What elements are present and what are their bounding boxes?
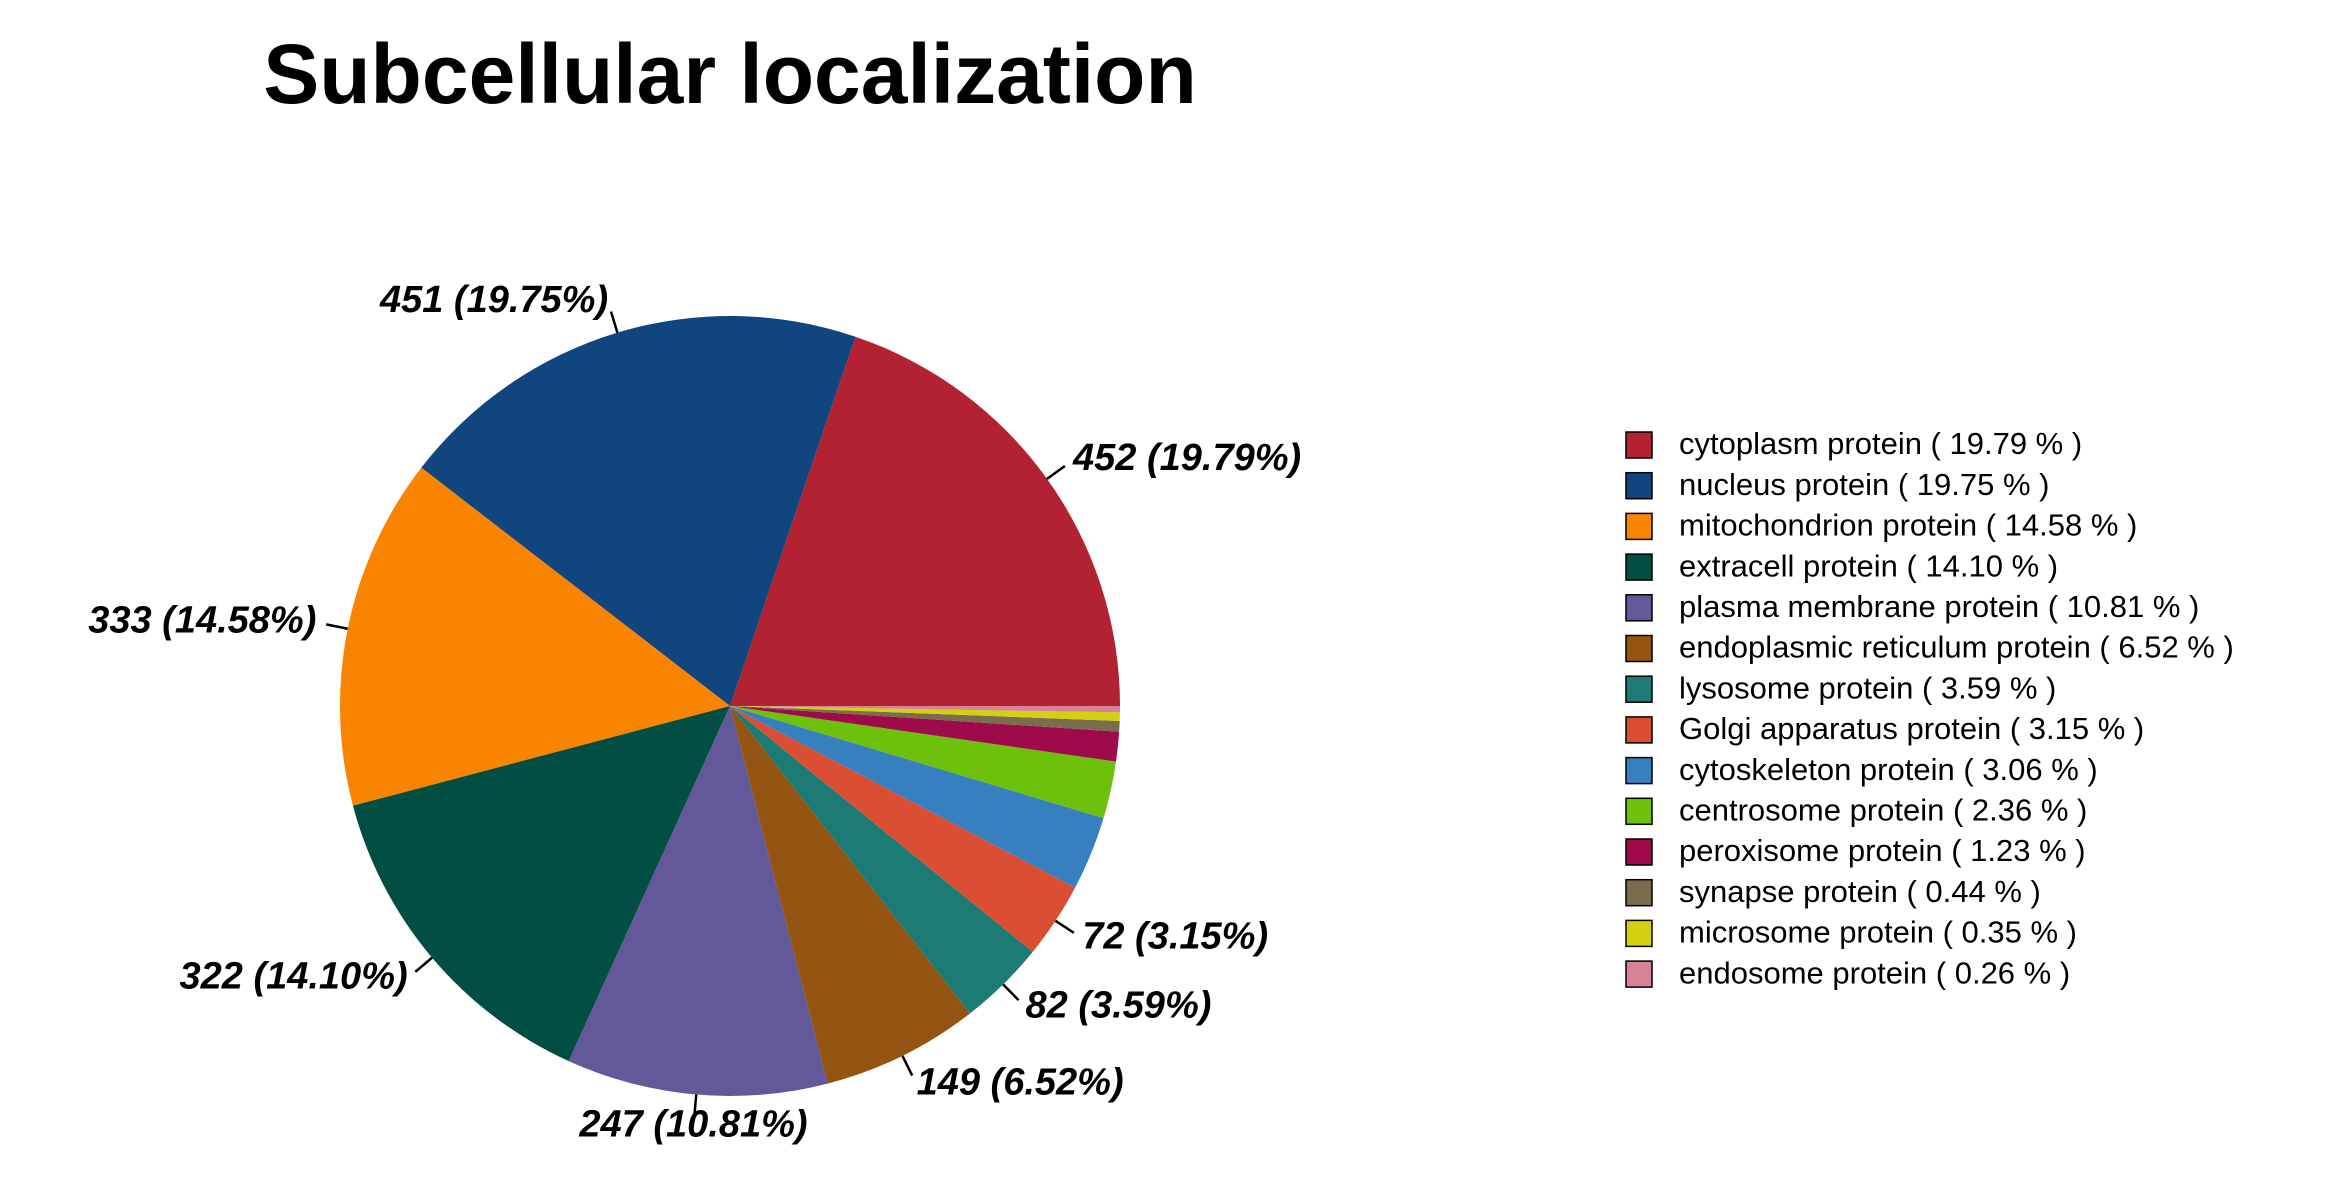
legend-entry-cytoplasm-protein: cytoplasm protein ( 19.79 % ) bbox=[1679, 426, 2082, 461]
leader-lines bbox=[325, 311, 1075, 1117]
slice-labels: 452 (19.79%) 451 (19.75%) 333 (14.58%) 322 … bbox=[88, 279, 1301, 1145]
pie-slice-golgi-apparatus-protein bbox=[730, 706, 1076, 952]
legend-swatch-mitochondrion-protein bbox=[1625, 512, 1653, 541]
pie-slice-mitochondrion-protein bbox=[340, 467, 730, 806]
legend-entry-mitochondrion-protein: mitochondrion protein ( 14.58 % ) bbox=[1679, 508, 2137, 543]
pie-slice-microsome-protein bbox=[730, 706, 1120, 722]
legend-entry-golgi-apparatus-protein: Golgi apparatus protein ( 3.15 % ) bbox=[1679, 711, 2144, 746]
legend: cytoplasm protein ( 19.79 % ) nucleus pro… bbox=[1625, 426, 2234, 990]
pie-slice-peroxisome-protein bbox=[730, 706, 1120, 762]
legend-entry-synapse-protein: synapse protein ( 0.44 % ) bbox=[1679, 874, 2041, 909]
leader-line-endoplasmic-reticulum-protein bbox=[901, 1055, 914, 1077]
legend-entry-centrosome-protein: centrosome protein ( 2.36 % ) bbox=[1679, 792, 2087, 827]
legend-swatch-endosome-protein bbox=[1625, 960, 1653, 988]
legend-swatch-nucleus-protein bbox=[1625, 471, 1653, 500]
legend-swatch-lysosome-protein bbox=[1625, 675, 1653, 703]
chart-title: Subcellular localization bbox=[263, 27, 1197, 121]
pie-slice-nucleus-protein bbox=[421, 316, 856, 706]
slice-label-lysosome-protein: 82 (3.59%) bbox=[1026, 984, 1212, 1026]
legend-entry-endoplasmic-reticulum-protein: endoplasmic reticulum protein ( 6.52 % ) bbox=[1679, 630, 2234, 665]
legend-swatch-extracell-protein bbox=[1625, 553, 1653, 581]
legend-swatch-microsome-protein bbox=[1625, 919, 1653, 948]
leader-line-plasma-membrane-protein bbox=[693, 1094, 698, 1117]
leader-line-nucleus-protein bbox=[609, 311, 619, 333]
pie-slice-extracell-protein bbox=[352, 706, 730, 1062]
leader-line-mitochondrion-protein bbox=[325, 623, 348, 630]
legend-entry-lysosome-protein: lysosome protein ( 3.59 % ) bbox=[1679, 670, 2056, 705]
slice-label-mitochondrion-protein: 333 (14.58%) bbox=[88, 599, 316, 641]
leader-line-lysosome-protein bbox=[1002, 983, 1020, 1001]
pie-slice-cytoplasm-protein bbox=[730, 336, 1120, 706]
legend-swatch-synapse-protein bbox=[1625, 878, 1653, 907]
legend-swatch-cytoplasm-protein bbox=[1625, 431, 1653, 459]
pie-slice-lysosome-protein bbox=[730, 706, 1033, 1014]
pie-slice-cytoskeleton-protein bbox=[730, 706, 1104, 888]
legend-entry-microsome-protein: microsome protein ( 0.35 % ) bbox=[1679, 915, 2077, 950]
leader-line-extracell-protein bbox=[414, 956, 433, 973]
pie-slices bbox=[340, 316, 1121, 1096]
legend-swatch-endoplasmic-reticulum-protein bbox=[1625, 634, 1653, 663]
slice-label-cytoplasm-protein: 452 (19.79%) bbox=[1072, 437, 1301, 479]
legend-entry-extracell-protein: extracell protein ( 14.10 % ) bbox=[1679, 548, 2058, 583]
legend-entry-plasma-membrane-protein: plasma membrane protein ( 10.81 % ) bbox=[1679, 589, 2199, 624]
legend-swatch-peroxisome-protein bbox=[1625, 838, 1653, 866]
pie-slice-endosome-protein bbox=[730, 706, 1121, 713]
pie-slice-centrosome-protein bbox=[730, 706, 1117, 819]
slice-label-plasma-membrane-protein: 247 (10.81%) bbox=[578, 1103, 807, 1145]
legend-entry-cytoskeleton-protein: cytoskeleton protein ( 3.06 % ) bbox=[1679, 752, 2098, 787]
slice-label-nucleus-protein: 451 (19.75%) bbox=[379, 279, 608, 321]
pie-slice-plasma-membrane-protein bbox=[568, 706, 828, 1096]
legend-swatch-plasma-membrane-protein bbox=[1625, 594, 1653, 622]
slice-label-extracell-protein: 322 (14.10%) bbox=[179, 955, 407, 997]
legend-entry-endosome-protein: endosome protein ( 0.26 % ) bbox=[1679, 955, 2070, 990]
legend-swatch-centrosome-protein bbox=[1625, 797, 1653, 826]
legend-entry-nucleus-protein: nucleus protein ( 19.75 % ) bbox=[1679, 467, 2050, 502]
slice-label-golgi-apparatus-protein: 72 (3.15%) bbox=[1082, 915, 1268, 957]
pie-slice-synapse-protein bbox=[730, 706, 1120, 732]
slice-label-endoplasmic-reticulum-protein: 149 (6.52%) bbox=[917, 1062, 1124, 1104]
legend-entry-peroxisome-protein: peroxisome protein ( 1.23 % ) bbox=[1679, 833, 2086, 868]
legend-swatch-cytoskeleton-protein bbox=[1625, 756, 1653, 785]
legend-swatch-golgi-apparatus-protein bbox=[1625, 716, 1653, 744]
leader-line-cytoplasm-protein bbox=[1046, 465, 1066, 480]
pie-slice-endoplasmic-reticulum-protein bbox=[730, 706, 971, 1084]
leader-line-golgi-apparatus-protein bbox=[1054, 919, 1075, 934]
